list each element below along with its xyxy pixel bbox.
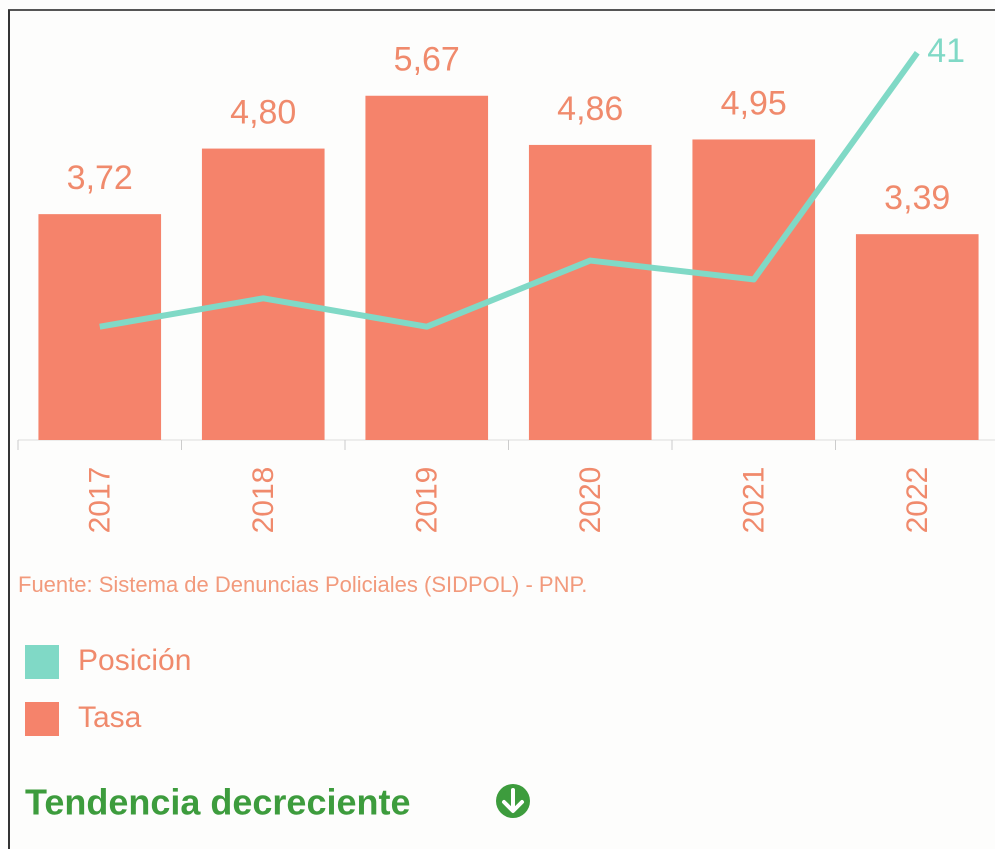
bar xyxy=(201,148,325,441)
bar xyxy=(692,139,816,440)
x-tick-label: 2017 xyxy=(84,467,117,534)
bar-value-label: 4,86 xyxy=(557,90,623,128)
x-tick-label: 2020 xyxy=(574,467,607,534)
trend-icon xyxy=(496,784,530,818)
source-note: Fuente: Sistema de Denuncias Policiales … xyxy=(18,572,587,597)
bar xyxy=(38,214,162,440)
bar-value-label: 5,67 xyxy=(394,41,460,79)
bar-value-label: 3,39 xyxy=(884,179,950,217)
x-tick-label: 2021 xyxy=(738,467,771,534)
legend-label: Posición xyxy=(78,644,191,677)
legend-swatch xyxy=(25,702,59,736)
line xyxy=(99,51,920,330)
legend-label: Tasa xyxy=(78,701,142,734)
x-tick-label: 2022 xyxy=(901,467,934,534)
bar-value-label: 3,72 xyxy=(67,159,133,197)
x-tick-label: 2018 xyxy=(247,467,280,534)
bar-value-label: 4,80 xyxy=(230,94,296,132)
bar xyxy=(365,95,489,440)
bar xyxy=(528,144,652,440)
x-tick-label: 2019 xyxy=(411,467,444,534)
bar xyxy=(855,234,979,440)
bar-value-label: 4,95 xyxy=(721,84,787,122)
legend-swatch xyxy=(25,645,59,679)
trend-title: Tendencia decreciente xyxy=(25,782,411,823)
line-value-label: 41 xyxy=(927,32,965,70)
